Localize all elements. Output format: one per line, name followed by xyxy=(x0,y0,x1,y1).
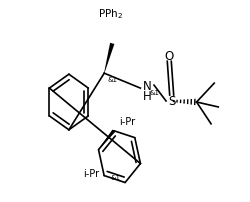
Text: PPh$_2$: PPh$_2$ xyxy=(98,8,123,21)
Text: &1: &1 xyxy=(107,77,117,83)
Text: &1: &1 xyxy=(149,90,159,96)
Text: O: O xyxy=(164,49,173,62)
Polygon shape xyxy=(98,130,115,150)
Text: i-Pr: i-Pr xyxy=(119,116,135,126)
Text: i-Pr: i-Pr xyxy=(83,169,99,179)
Text: N: N xyxy=(143,79,151,92)
Text: H: H xyxy=(143,89,151,102)
Text: S: S xyxy=(167,95,175,108)
Text: &1: &1 xyxy=(110,175,120,181)
Polygon shape xyxy=(104,44,114,74)
